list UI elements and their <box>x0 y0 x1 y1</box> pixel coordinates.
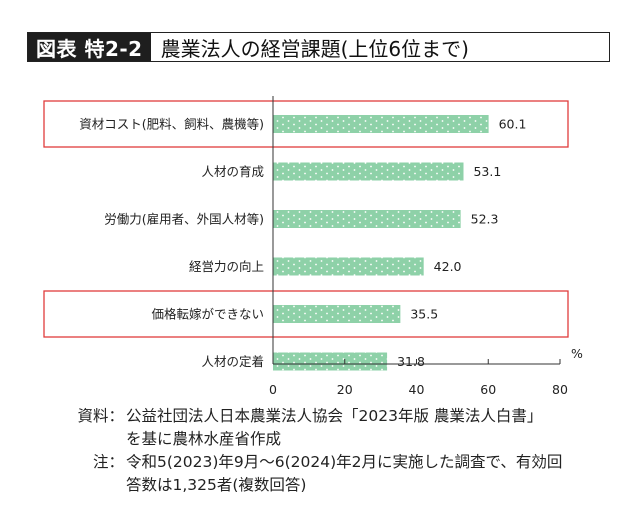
x-tick-label: 40 <box>409 382 425 397</box>
x-tick-label: 0 <box>269 382 277 397</box>
category-label: 価格転嫁ができない <box>151 307 264 322</box>
value-label: 42.0 <box>434 259 462 274</box>
bar <box>273 162 464 181</box>
annotation-text-line-1: 令和5(2023)年9月～6(2024)年2月に実施した調査で、有効回 <box>126 453 563 471</box>
value-label: 35.5 <box>410 307 438 322</box>
highlight-box <box>43 290 569 338</box>
bar <box>273 257 424 276</box>
source-text-line-1: 公益社団法人日本農業法人協会「2023年版 農業法人白書」 <box>126 407 543 425</box>
value-label: 31.8 <box>397 354 425 369</box>
note-spacer <box>62 474 124 497</box>
x-tick-label: 20 <box>337 382 353 397</box>
value-label: 60.1 <box>499 117 527 132</box>
bar <box>273 305 401 323</box>
note-spacer <box>62 428 124 451</box>
figure-title-bar: 図表 特2-2 農業法人の経営課題(上位6位まで) <box>27 32 610 62</box>
annotation-key: 注： <box>92 453 124 471</box>
category-label: 経営力の向上 <box>189 259 264 274</box>
category-label: 人材の育成 <box>201 164 264 179</box>
value-label: 52.3 <box>471 212 499 227</box>
value-label: 53.1 <box>473 164 501 179</box>
bar <box>273 352 388 371</box>
figure-label: 図表 特2-2 <box>28 33 151 61</box>
unit-label: % <box>571 346 583 361</box>
bar <box>273 115 489 133</box>
annotation-text-line-2: 答数は1,325者(複数回答) <box>126 476 307 494</box>
notes: 資料： 公益社団法人日本農業法人協会「2023年版 農業法人白書」 を基に農林水… <box>62 405 562 497</box>
x-tick-label: 80 <box>552 382 568 397</box>
source-note: 資料： 公益社団法人日本農業法人協会「2023年版 農業法人白書」 <box>62 405 562 428</box>
source-note-cont: を基に農林水産省作成 <box>62 428 562 451</box>
annotation-note: 注： 令和5(2023)年9月～6(2024)年2月に実施した調査で、有効回 <box>62 451 562 474</box>
x-tick-label: 60 <box>480 382 496 397</box>
bar <box>273 210 461 228</box>
category-label: 資材コスト(肥料、飼料、農機等) <box>79 117 264 132</box>
highlight-box <box>43 100 569 148</box>
bar-chart: 資材コスト(肥料、飼料、農機等) 60.1 人材の育成 53.1 労働力(雇用者、外国人… <box>43 96 583 397</box>
annotation-note-cont: 答数は1,325者(複数回答) <box>62 474 562 497</box>
figure-title: 農業法人の経営課題(上位6位まで) <box>160 36 469 61</box>
category-label: 労働力(雇用者、外国人材等) <box>104 212 264 227</box>
source-key: 資料： <box>77 407 124 425</box>
category-label: 人材の定着 <box>201 354 264 369</box>
source-text-line-2: を基に農林水産省作成 <box>126 430 282 448</box>
